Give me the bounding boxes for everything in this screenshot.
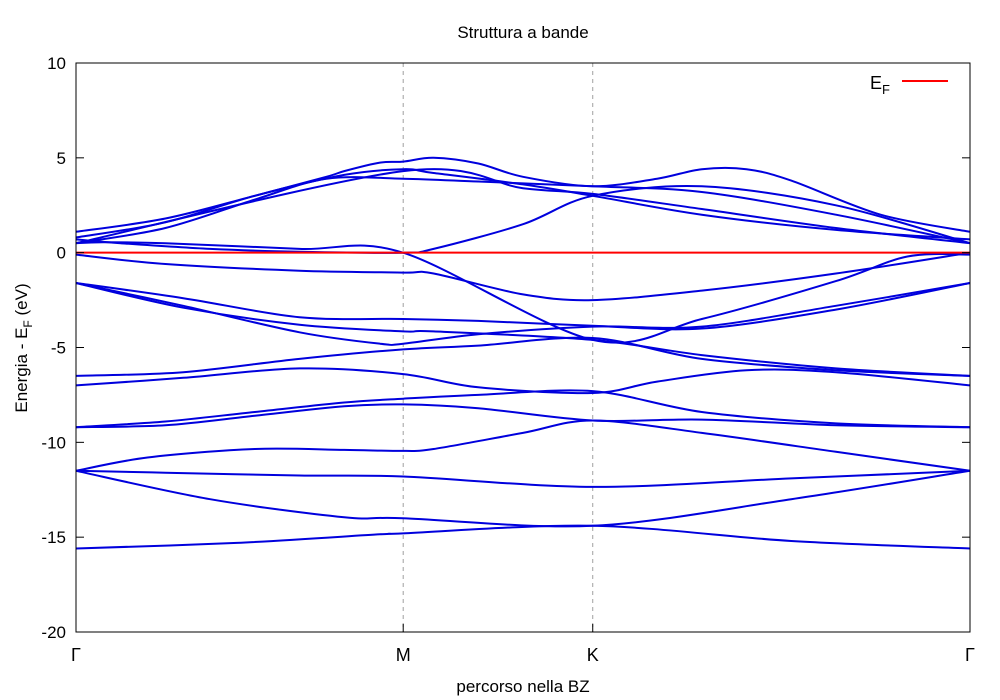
y-tick-label-2: 0	[57, 244, 66, 263]
band-line-16	[75, 176, 971, 245]
x-tick-label-3: Γ	[965, 645, 975, 665]
x-tick-label-0: Γ	[71, 645, 81, 665]
band-line-8	[75, 282, 971, 346]
y-tick-label-6: -20	[41, 623, 66, 642]
band-line-10	[75, 282, 971, 377]
symmetry-lines	[402, 63, 594, 632]
band-line-0	[75, 524, 971, 550]
band-line-14	[75, 156, 971, 233]
band-lines	[75, 156, 971, 550]
band-line-17	[75, 168, 971, 245]
band-line-6	[75, 367, 971, 395]
band-line-9	[75, 282, 971, 331]
band-line-13	[75, 185, 971, 254]
legend-label-main: E	[870, 73, 882, 93]
x-axis-label: percorso nella BZ	[456, 677, 589, 696]
y-axis-label-main: Energia - E	[12, 328, 31, 413]
y-tick-label-3: -5	[51, 339, 66, 358]
plot-area: 10 5 0 -5 -10 -15 -20 Γ M K Γ	[41, 54, 975, 665]
band-line-1	[75, 469, 971, 528]
band-line-7	[75, 336, 971, 377]
y-axis-label-suffix: (eV)	[12, 283, 31, 320]
y-tick-label-4: -10	[41, 433, 66, 452]
y-tick-label-0: 10	[47, 54, 66, 73]
legend-label: EF	[870, 73, 890, 97]
band-line-11	[75, 251, 971, 302]
y-tick-label-5: -15	[41, 528, 66, 547]
y-axis-label-subscript: F	[21, 320, 35, 327]
band-line-3	[75, 419, 971, 472]
band-line-12	[75, 241, 971, 344]
y-axis-label: Energia - EF (eV)	[12, 283, 35, 412]
x-tick-label-2: K	[587, 645, 599, 665]
band-line-5	[75, 389, 971, 429]
band-line-15	[75, 168, 971, 241]
chart-title: Struttura a bande	[457, 23, 588, 42]
y-axis-ticks: 10 5 0 -5 -10 -15 -20	[41, 54, 970, 642]
band-line-2	[75, 469, 971, 488]
legend-label-subscript: F	[882, 82, 890, 97]
plot-frame	[75, 62, 971, 633]
x-tick-label-1: M	[396, 645, 411, 665]
legend: EF	[870, 73, 948, 97]
band-line-4	[75, 403, 971, 429]
y-tick-label-1: 5	[57, 149, 66, 168]
